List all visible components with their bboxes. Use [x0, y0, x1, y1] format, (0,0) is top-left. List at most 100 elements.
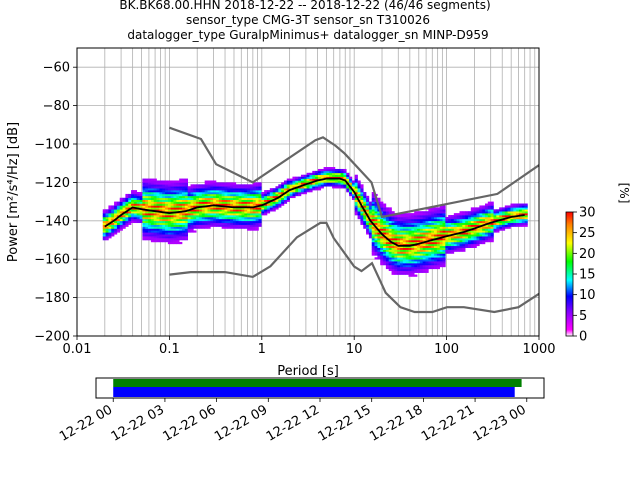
heatmap-cell [150, 192, 155, 195]
heatmap-cell [312, 182, 316, 185]
heatmap-cell [136, 197, 140, 200]
heatmap-cell [258, 224, 262, 227]
heatmap-cell [258, 184, 262, 187]
heatmap-cell [400, 259, 404, 262]
heatmap-cell [179, 195, 183, 199]
heatmap-cell [419, 263, 423, 266]
heatmap-cell [232, 211, 237, 214]
heatmap-cell [388, 243, 392, 247]
heatmap-cell [162, 186, 166, 189]
heatmap-cell [139, 197, 143, 200]
heatmap-cell [165, 240, 169, 243]
heatmap-cell [148, 213, 152, 216]
heatmap-cell [377, 222, 381, 225]
heatmap-cell [286, 197, 290, 200]
heatmap-cell [332, 180, 336, 183]
heatmap-cell [238, 207, 242, 210]
heatmap-cell [255, 201, 259, 204]
heatmap-cell [431, 209, 435, 212]
heatmap-cell [216, 182, 220, 185]
heatmap-cell [145, 222, 149, 225]
heatmap-cell [190, 201, 194, 204]
heatmap-cell [323, 167, 327, 170]
heatmap-cell [167, 182, 172, 185]
heatmap-cell [173, 220, 177, 224]
heatmap-cell [405, 213, 409, 216]
heatmap-cell [456, 236, 460, 239]
heatmap-cell [289, 190, 293, 193]
heatmap-cell [431, 263, 435, 266]
heatmap-cell [261, 205, 265, 208]
heatmap-cell [204, 220, 208, 224]
heatmap-cell [264, 207, 268, 210]
heatmap-cell [462, 213, 466, 216]
heatmap-cell [303, 178, 307, 181]
heatmap-cell [419, 213, 423, 216]
heatmap-cell [439, 207, 443, 210]
heatmap-cell [210, 222, 214, 225]
heatmap-cell [431, 230, 435, 233]
heatmap-cell [371, 195, 375, 199]
heatmap-cell [179, 205, 183, 208]
heatmap-cell [337, 186, 341, 189]
heatmap-cell [187, 197, 191, 200]
heatmap-cell [176, 192, 180, 195]
heatmap-cell [275, 201, 279, 204]
heatmap-cell [487, 207, 491, 210]
heatmap-cell [366, 203, 370, 206]
heatmap-cell [332, 174, 336, 177]
mode-line [104, 177, 525, 247]
heatmap-cell [363, 195, 367, 199]
heatmap-cell [516, 218, 520, 222]
heatmap-cell [266, 190, 271, 193]
heatmap-cell [408, 224, 412, 227]
heatmap-cell [105, 213, 109, 216]
heatmap-cell [159, 215, 163, 218]
heatmap-cell [159, 199, 163, 202]
heatmap-cell [187, 226, 191, 229]
heatmap-cell [210, 224, 214, 227]
heatmap-cell [496, 211, 500, 214]
heatmap-cell [247, 186, 251, 189]
heatmap-cell [400, 220, 404, 224]
heatmap-cell [182, 193, 186, 197]
heatmap-cell [425, 224, 429, 227]
heatmap-cell [187, 190, 191, 193]
heatmap-cell [368, 215, 373, 218]
heatmap-cell [388, 259, 392, 262]
heatmap-cell [439, 234, 443, 237]
heatmap-cell [414, 216, 418, 220]
heatmap-cell [431, 216, 435, 220]
heatmap-cell [380, 255, 384, 258]
heatmap-cell [176, 228, 180, 231]
heatmap-cell [184, 218, 188, 222]
heatmap-cell [295, 184, 299, 187]
heatmap-cell [473, 220, 477, 224]
heatmap-cell [199, 218, 203, 222]
heatmap-cell [142, 218, 146, 222]
heatmap-cell [167, 199, 172, 202]
heatmap-cell [357, 190, 361, 193]
heatmap-cell [434, 241, 438, 245]
heatmap-cell [490, 213, 494, 216]
heatmap-cell [238, 192, 242, 195]
heatmap-cell [207, 226, 211, 229]
heatmap-cell [145, 192, 149, 195]
heatmap-cell [374, 243, 378, 247]
heatmap-cell [167, 195, 172, 199]
heatmap-cell [442, 205, 446, 208]
heatmap-cell [116, 228, 121, 231]
heatmap-cell [391, 222, 395, 225]
heatmap-cell [482, 230, 486, 233]
heatmap-cell [422, 226, 426, 229]
heatmap-cell [281, 182, 285, 185]
heatmap-cell [176, 186, 180, 189]
heatmap-cell [184, 203, 188, 206]
heatmap-cell [210, 203, 214, 206]
heatmap-cell [332, 170, 336, 174]
heatmap-cell [414, 236, 418, 239]
x-tick-label: 0.01 [63, 342, 92, 357]
heatmap-cell [238, 193, 242, 197]
timeline-tick-label: 12-22 03 [109, 402, 167, 444]
heatmap-cell [199, 209, 203, 212]
